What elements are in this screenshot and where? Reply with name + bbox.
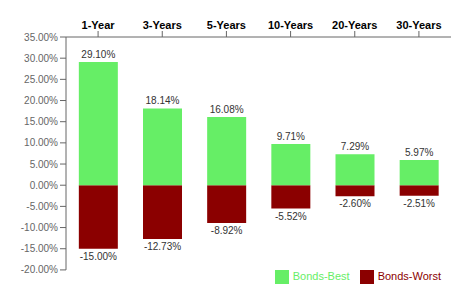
svg-text:0.00%: 0.00%: [30, 180, 58, 191]
svg-text:3-Years: 3-Years: [143, 19, 182, 31]
svg-text:30-Years: 30-Years: [396, 19, 441, 31]
svg-text:-5.00%: -5.00%: [26, 201, 58, 212]
svg-text:-10.00%: -10.00%: [21, 222, 58, 233]
svg-text:10.00%: 10.00%: [24, 137, 58, 148]
svg-text:-15.00%: -15.00%: [21, 243, 58, 254]
svg-text:-5.52%: -5.52%: [275, 211, 307, 222]
svg-text:-12.73%: -12.73%: [144, 241, 181, 252]
svg-text:16.08%: 16.08%: [210, 104, 244, 115]
svg-text:25.00%: 25.00%: [24, 74, 58, 85]
svg-text:20-Years: 20-Years: [332, 19, 377, 31]
html-text:Bonds-Best: Bonds-Best: [292, 269, 350, 282]
svg-text:30.00%: 30.00%: [24, 53, 58, 64]
svg-text:9.71%: 9.71%: [277, 131, 305, 142]
svg-text:-2.51%: -2.51%: [403, 198, 435, 209]
svg-text:20.00%: 20.00%: [24, 95, 58, 106]
svg-text:5.00%: 5.00%: [30, 159, 58, 170]
svg-text:7.29%: 7.29%: [341, 141, 369, 152]
svg-text:-15.00%: -15.00%: [80, 251, 117, 262]
svg-text:5-Years: 5-Years: [207, 19, 246, 31]
svg-text:-8.92%: -8.92%: [211, 225, 243, 236]
svg-text:35.00%: 35.00%: [24, 32, 58, 43]
svg-text:5.97%: 5.97%: [405, 147, 433, 158]
svg-text:18.14%: 18.14%: [146, 95, 180, 106]
html-text:Bonds-Worst: Bonds-Worst: [377, 269, 441, 282]
svg-text:-2.60%: -2.60%: [339, 198, 371, 209]
svg-text:-20.00%: -20.00%: [21, 264, 58, 275]
svg-text:15.00%: 15.00%: [24, 116, 58, 127]
svg-text:1-Year: 1-Year: [82, 19, 116, 31]
svg-text:29.10%: 29.10%: [81, 49, 115, 60]
svg-text:10-Years: 10-Years: [268, 19, 313, 31]
